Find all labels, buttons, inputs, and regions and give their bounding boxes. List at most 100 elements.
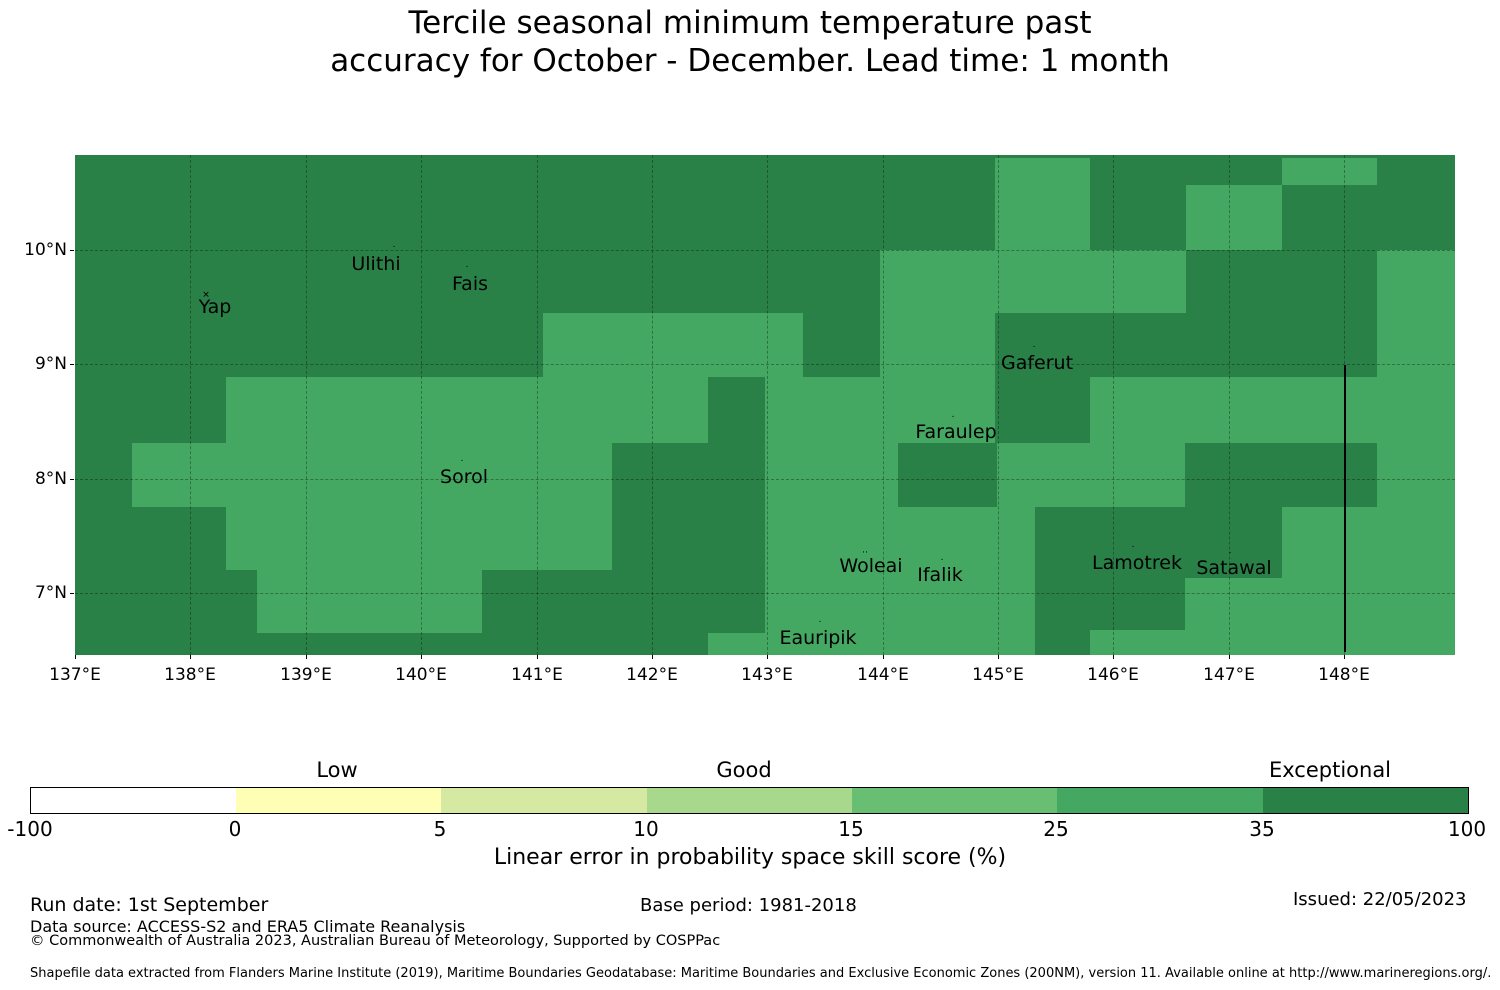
island-marker: · <box>465 262 469 273</box>
lon-gridline <box>421 155 422 655</box>
island-label: Lamotrek <box>1092 552 1182 574</box>
y-tick-label: 9°N <box>34 354 67 374</box>
x-tick-label: 138°E <box>164 665 216 685</box>
x-tick-label: 145°E <box>972 665 1024 685</box>
colorbar <box>30 787 1469 814</box>
chart-title-line1: Tercile seasonal minimum temperature pas… <box>408 5 1092 41</box>
lon-gridline <box>537 155 538 655</box>
x-tick-mark <box>998 655 999 659</box>
map-cell-light <box>765 377 995 443</box>
colorbar-region-label: Good <box>716 758 772 782</box>
colorbar-segment <box>31 788 236 813</box>
map-cell-light <box>226 377 708 443</box>
island-marker: · <box>460 456 464 467</box>
map-cell-light <box>708 633 765 655</box>
map-cell-light <box>1090 377 1377 443</box>
island-label: Gaferut <box>1000 352 1074 374</box>
chart-title: Tercile seasonal minimum temperature pas… <box>0 4 1500 80</box>
lat-gridline <box>75 364 1455 365</box>
colorbar-tick-label: 100 <box>1447 817 1487 841</box>
colorbar-tick-label: 0 <box>228 817 242 841</box>
x-tick-label: 142°E <box>626 665 678 685</box>
lon-gridline <box>1113 155 1114 655</box>
colorbar-tick-label: 10 <box>633 817 659 841</box>
colorbar-segment <box>441 788 647 813</box>
map-cell-light <box>1185 578 1377 655</box>
lon-gridline <box>883 155 884 655</box>
lon-gridline <box>998 155 999 655</box>
footer-run-date: Run date: 1st September <box>30 894 269 916</box>
x-tick-mark <box>767 655 768 659</box>
island-marker: · <box>940 555 944 566</box>
colorbar-region-label: Low <box>316 758 358 782</box>
colorbar-region-label: Exceptional <box>1268 758 1392 782</box>
island-marker: · <box>1131 542 1135 553</box>
island-label: Faraulep <box>915 421 997 443</box>
island-label: Sorol <box>440 466 488 488</box>
map-cell-light <box>1186 185 1282 250</box>
colorbar-tick-label: -100 <box>7 817 53 841</box>
lon-gridline <box>190 155 191 655</box>
island-marker: · <box>1032 342 1036 353</box>
footer-shapefile-attribution: Shapefile data extracted from Flanders M… <box>30 966 1492 981</box>
colorbar-segment <box>647 788 852 813</box>
x-tick-mark <box>421 655 422 659</box>
footer-copyright: © Commonwealth of Australia 2023, Austra… <box>30 933 721 949</box>
colorbar-tick-label: 25 <box>1043 817 1069 841</box>
x-tick-mark <box>537 655 538 659</box>
map: Yap ✕ Ulithi · Fais · Sorol · Gaferut · Faraulep · W… <box>75 155 1455 655</box>
colorbar-axis-label: Linear error in probability space skill … <box>493 845 1007 870</box>
map-cell-light <box>880 250 1186 313</box>
y-tick-mark <box>70 250 74 251</box>
x-tick-mark <box>1344 655 1345 659</box>
x-tick-mark <box>75 655 76 659</box>
x-tick-mark <box>190 655 191 659</box>
x-tick-label: 139°E <box>280 665 332 685</box>
colorbar-tick-label: 5 <box>433 817 447 841</box>
colorbar-segment <box>1057 788 1263 813</box>
y-tick-mark <box>70 593 74 594</box>
island-label: Woleai <box>839 555 903 577</box>
island-marker: · <box>818 617 822 628</box>
x-tick-mark <box>1113 655 1114 659</box>
y-tick-label: 8°N <box>34 469 67 489</box>
colorbar-segment <box>852 788 1057 813</box>
eez-boundary-line <box>1344 365 1346 652</box>
y-tick-label: 10°N <box>24 240 67 260</box>
map-cell-light <box>765 507 1035 655</box>
x-tick-label: 140°E <box>395 665 447 685</box>
footer-base-period: Base period: 1981-2018 <box>640 895 857 916</box>
island-label: Satawal <box>1196 557 1272 579</box>
map-cell-light <box>257 570 482 633</box>
colorbar-tick-label: 35 <box>1249 817 1275 841</box>
island-label: Eauripik <box>779 627 857 649</box>
x-tick-mark <box>1229 655 1230 659</box>
map-cell-light <box>1090 630 1185 655</box>
map-cell-light <box>1282 158 1377 185</box>
x-tick-label: 141°E <box>511 665 563 685</box>
map-cell-light <box>1282 507 1377 578</box>
island-label: Yap <box>198 296 232 318</box>
map-cell-light <box>132 443 612 507</box>
map-cell-light <box>543 313 803 377</box>
map-cell-light <box>997 443 1185 507</box>
x-tick-label: 148°E <box>1318 665 1370 685</box>
x-tick-label: 144°E <box>857 665 909 685</box>
lon-gridline <box>767 155 768 655</box>
island-label: Ifalik <box>917 564 963 586</box>
x-tick-label: 147°E <box>1203 665 1255 685</box>
island-label: Ulithi <box>351 253 401 275</box>
footer-data-source: Data source: ACCESS-S2 and ERA5 Climate … <box>30 917 466 936</box>
x-tick-mark <box>306 655 307 659</box>
x-tick-mark <box>652 655 653 659</box>
lat-gridline <box>75 250 1455 251</box>
island-label: Fais <box>451 273 489 295</box>
footer-issued: Issued: 22/05/2023 <box>1293 889 1467 910</box>
lon-gridline <box>306 155 307 655</box>
island-marker: · <box>951 412 955 423</box>
colorbar-segment <box>236 788 441 813</box>
map-cell-light <box>765 443 898 507</box>
colorbar-tick-label: 15 <box>838 817 864 841</box>
island-marker: ‥ <box>861 545 869 556</box>
